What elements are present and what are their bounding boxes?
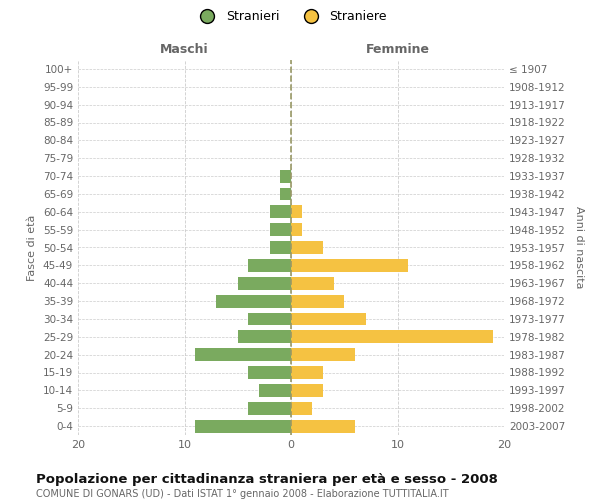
Bar (280, 188, 291, 200)
Bar (280, 170, 291, 182)
Bar (291, 420, 355, 432)
Bar (291, 206, 302, 218)
Bar (217, 294, 291, 308)
Bar (291, 384, 323, 397)
Y-axis label: Fasce di età: Fasce di età (28, 214, 37, 280)
Text: COMUNE DI GONARS (UD) - Dati ISTAT 1° gennaio 2008 - Elaborazione TUTTITALIA.IT: COMUNE DI GONARS (UD) - Dati ISTAT 1° ge… (36, 489, 449, 499)
Bar (248, 259, 291, 272)
Bar (291, 223, 302, 236)
Text: Femmine: Femmine (365, 44, 430, 57)
Bar (291, 312, 365, 326)
Bar (270, 206, 291, 218)
Bar (259, 384, 291, 397)
Bar (291, 348, 355, 361)
Bar (195, 348, 291, 361)
Text: Maschi: Maschi (160, 44, 209, 57)
Bar (248, 366, 291, 379)
Y-axis label: Anni di nascita: Anni di nascita (574, 206, 584, 289)
Bar (291, 330, 493, 343)
Bar (291, 259, 408, 272)
Bar (238, 277, 291, 289)
Legend: Stranieri, Straniere: Stranieri, Straniere (195, 10, 387, 23)
Bar (248, 402, 291, 414)
Bar (291, 241, 323, 254)
Bar (291, 294, 344, 308)
Bar (238, 330, 291, 343)
Bar (291, 402, 313, 414)
Bar (291, 366, 323, 379)
Bar (248, 312, 291, 326)
Text: Popolazione per cittadinanza straniera per età e sesso - 2008: Popolazione per cittadinanza straniera p… (36, 472, 498, 486)
Bar (195, 420, 291, 432)
Bar (270, 223, 291, 236)
Bar (291, 277, 334, 289)
Bar (270, 241, 291, 254)
